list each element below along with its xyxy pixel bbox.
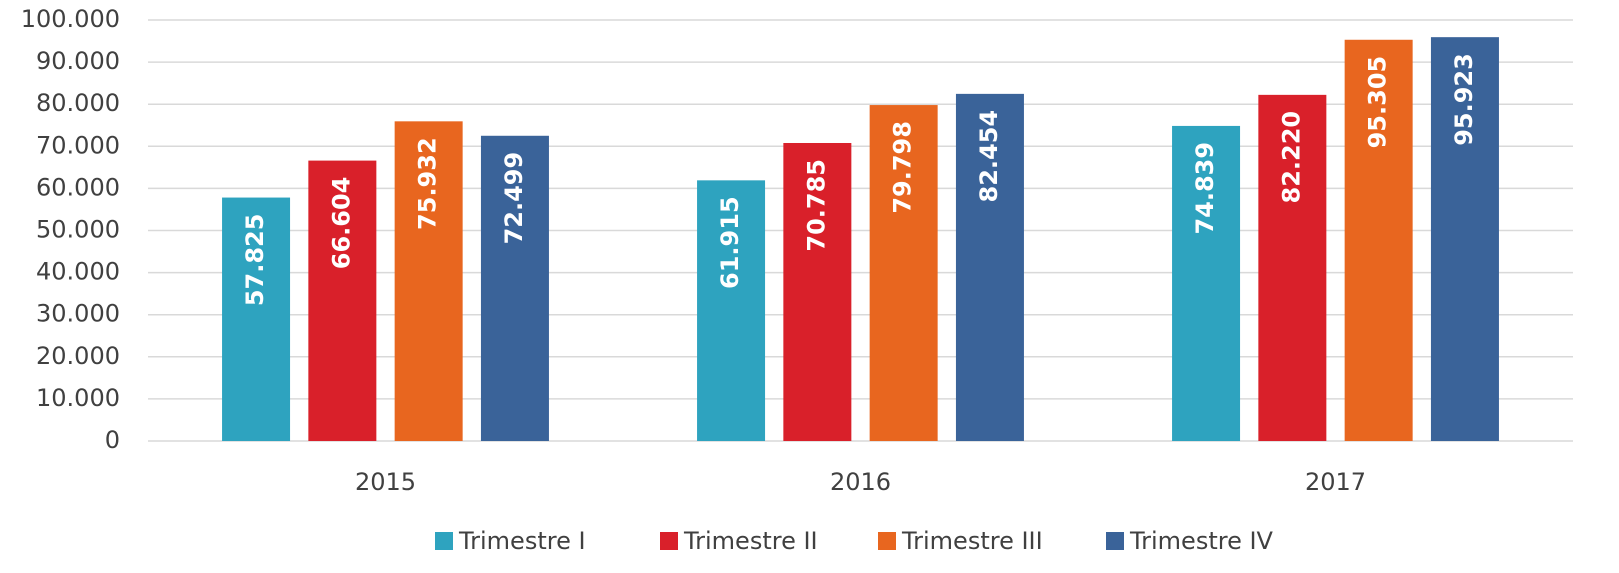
bar bbox=[955, 93, 1024, 442]
y-tick-label: 40.000 bbox=[36, 258, 120, 286]
value-label: 75.932 bbox=[414, 137, 442, 230]
value-label: 57.825 bbox=[241, 214, 269, 307]
x-tick-label: 2016 bbox=[830, 468, 891, 496]
bar bbox=[697, 180, 766, 442]
value-label: 66.604 bbox=[327, 177, 355, 270]
y-tick-label: 0 bbox=[105, 426, 120, 454]
value-label: 79.798 bbox=[889, 121, 917, 214]
y-tick-label: 50.000 bbox=[36, 216, 120, 244]
y-tick-label: 100.000 bbox=[21, 5, 120, 33]
legend-label: Trimestre II bbox=[683, 527, 818, 555]
bar bbox=[394, 121, 463, 441]
value-label: 82.454 bbox=[975, 110, 1003, 203]
value-label: 95.923 bbox=[1450, 53, 1478, 146]
bar bbox=[480, 135, 549, 441]
x-tick-label: 2015 bbox=[355, 468, 416, 496]
y-tick-label: 60.000 bbox=[36, 173, 120, 201]
bar bbox=[1172, 125, 1241, 442]
y-tick-label: 80.000 bbox=[36, 89, 120, 117]
legend-label: Trimestre IV bbox=[1129, 527, 1274, 555]
x-tick-label: 2017 bbox=[1305, 468, 1366, 496]
y-tick-label: 70.000 bbox=[36, 131, 120, 159]
value-label: 61.915 bbox=[716, 196, 744, 289]
bar bbox=[783, 142, 852, 441]
legend-label: Trimestre III bbox=[901, 527, 1043, 555]
legend-swatch bbox=[660, 532, 678, 550]
value-label: 74.839 bbox=[1191, 142, 1219, 235]
bar bbox=[222, 197, 291, 441]
bar bbox=[1344, 39, 1413, 441]
value-label: 95.305 bbox=[1364, 56, 1392, 149]
legend-label: Trimestre I bbox=[458, 527, 586, 555]
value-label: 72.499 bbox=[500, 152, 528, 245]
legend-swatch bbox=[1106, 532, 1124, 550]
bar bbox=[869, 105, 938, 442]
y-tick-label: 90.000 bbox=[36, 47, 120, 75]
y-tick-label: 10.000 bbox=[36, 384, 120, 412]
bar bbox=[1430, 37, 1499, 441]
value-label: 82.220 bbox=[1277, 111, 1305, 204]
legend-swatch bbox=[878, 532, 896, 550]
value-label: 70.785 bbox=[802, 159, 830, 252]
y-tick-label: 30.000 bbox=[36, 300, 120, 328]
legend-swatch bbox=[435, 532, 453, 550]
bar bbox=[1258, 94, 1327, 442]
y-tick-label: 20.000 bbox=[36, 342, 120, 370]
bar bbox=[308, 160, 377, 441]
